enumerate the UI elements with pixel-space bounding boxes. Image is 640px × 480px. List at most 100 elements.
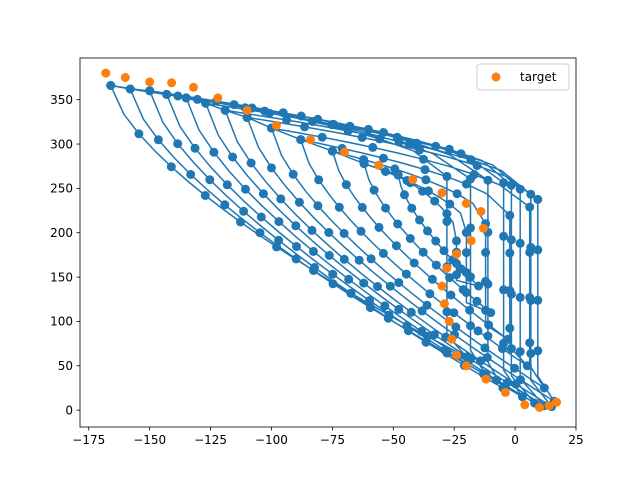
legend-marker-target <box>491 72 501 82</box>
target-point <box>500 387 510 397</box>
trajectory-point <box>393 219 403 229</box>
trajectory-point <box>401 269 411 279</box>
trajectory-point <box>439 246 449 256</box>
trajectory-point <box>484 320 494 330</box>
trajectory-point <box>324 250 334 260</box>
x-tick-label: −175 <box>72 433 105 447</box>
trajectory-point <box>481 276 491 286</box>
target-point <box>447 334 457 344</box>
trajectory-point <box>452 270 461 280</box>
legend-box <box>476 63 570 91</box>
trajectory-point <box>452 258 461 268</box>
trajectory-point <box>327 146 337 156</box>
target-point <box>461 361 471 371</box>
trajectory-point <box>505 323 515 333</box>
trajectory-point <box>525 338 535 348</box>
x-tick-label: −150 <box>133 433 166 447</box>
trajectory-point <box>134 129 144 139</box>
trajectory-point <box>276 194 286 204</box>
trajectory-point <box>516 375 525 385</box>
trajectory-point <box>391 241 401 251</box>
trajectory-point <box>499 231 509 241</box>
trajectory-point <box>278 108 288 118</box>
trajectory-point <box>378 248 388 258</box>
trajectory-point <box>418 247 428 257</box>
trajectory-point <box>236 217 245 227</box>
trajectory-point <box>357 202 367 212</box>
trajectory-point <box>503 334 513 344</box>
trajectory-point <box>220 200 230 210</box>
trajectory-point <box>427 274 437 284</box>
trajectory-point <box>394 278 404 288</box>
trajectory-point <box>308 246 318 256</box>
trajectory-point <box>369 185 379 195</box>
trajectory-point <box>506 180 516 190</box>
trajectory-line <box>110 84 555 408</box>
trajectory-point <box>256 212 266 222</box>
trajectory-point <box>162 89 172 99</box>
trajectory-point <box>229 100 239 110</box>
target-point <box>481 374 491 384</box>
trajectory-point <box>474 281 484 291</box>
y-tick-label: 350 <box>50 93 73 107</box>
trajectory-point <box>469 170 479 179</box>
trajectory-point <box>456 149 466 159</box>
trajectory-point <box>525 202 535 212</box>
target-point <box>167 78 177 88</box>
trajectory-point <box>420 165 430 175</box>
trajectory-point <box>444 144 454 154</box>
y-tick-label: 150 <box>50 270 73 284</box>
trajectory-point <box>429 330 439 340</box>
trajectory-point <box>465 305 475 315</box>
trajectory-point <box>380 301 390 311</box>
trajectory-point <box>365 303 375 313</box>
target-point <box>535 403 544 412</box>
trajectory-point <box>505 248 515 258</box>
target-point <box>101 68 111 78</box>
trajectory-point <box>526 189 536 199</box>
trajectory-point <box>242 112 252 122</box>
trajectory-point <box>368 142 378 152</box>
trajectory-point <box>314 175 324 185</box>
target-point <box>520 400 530 410</box>
trajectory-point <box>402 321 412 331</box>
legend: target <box>476 63 570 91</box>
trajectory-point <box>473 326 483 336</box>
trajectory-point <box>153 135 163 145</box>
trajectory-point <box>466 155 476 165</box>
trajectory-point <box>492 375 501 385</box>
trajectory-point <box>515 292 525 302</box>
target-point <box>452 350 462 360</box>
trajectory-point <box>190 143 200 153</box>
trajectory-point <box>341 180 351 190</box>
y-tick-label: 100 <box>50 315 73 329</box>
x-tick-label: −100 <box>255 433 288 447</box>
target-point <box>120 73 130 82</box>
trajectory-point <box>515 184 525 194</box>
trajectory-point <box>417 326 426 336</box>
trajectory-point <box>445 273 455 283</box>
x-tick-label: −50 <box>381 433 406 447</box>
trajectory-point <box>505 210 515 220</box>
target-point <box>478 223 488 233</box>
trajectory-point <box>442 217 452 226</box>
trajectory-point <box>515 238 525 248</box>
trajectory-point <box>425 289 435 299</box>
trajectory-point <box>394 304 404 314</box>
y-tick-label: 0 <box>65 403 73 417</box>
trajectory-point <box>506 344 516 354</box>
target-point <box>442 263 452 273</box>
trajectory-point <box>431 141 441 151</box>
trajectory-point <box>296 135 306 145</box>
x-tick-label: −125 <box>194 433 227 447</box>
trajectory-point <box>481 248 491 257</box>
trajectory-point <box>255 228 265 238</box>
target-point <box>439 299 449 309</box>
trajectory-point <box>209 147 219 157</box>
trajectory-point <box>181 93 191 103</box>
trajectory-point <box>533 194 543 204</box>
plot-frame <box>79 57 577 428</box>
trajectory-point <box>356 226 366 236</box>
trajectory-point <box>339 254 349 264</box>
